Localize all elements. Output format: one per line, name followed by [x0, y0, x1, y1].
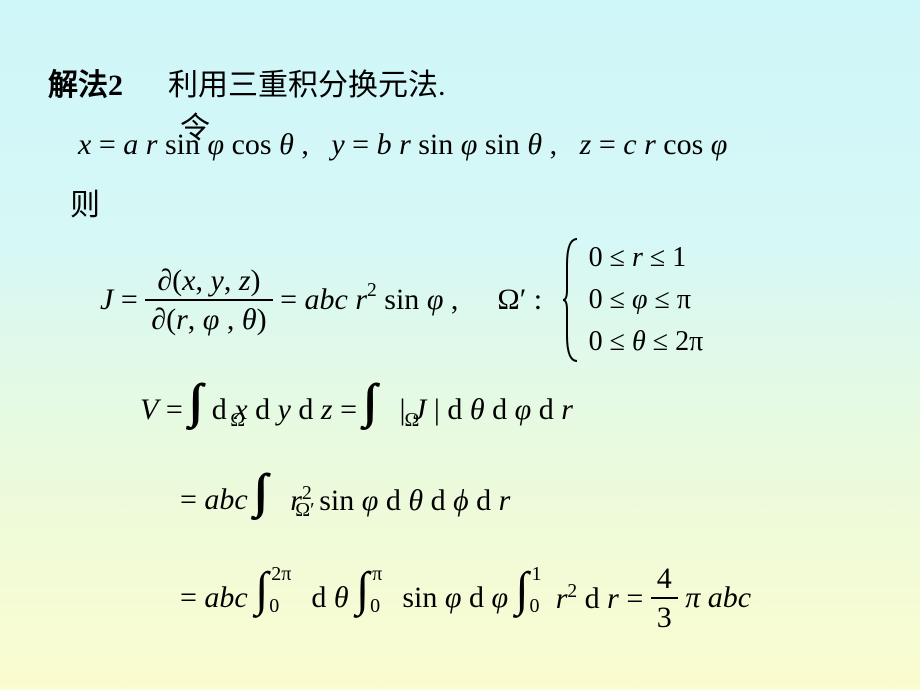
- sub-omega-prime: Ω′: [405, 410, 424, 430]
- transform-equations: x = a r sin φ cos θ , y = b r sin φ sin …: [78, 128, 727, 162]
- fraction-4-3: 4 3: [651, 562, 678, 634]
- int-upper: 2π: [271, 564, 291, 584]
- exp-2: 2: [367, 280, 377, 301]
- cond-phi: 0 ≤ φ ≤ π: [589, 279, 704, 321]
- exp-2: 2: [567, 581, 577, 602]
- jacobian-fraction: ∂(x, y, z) ∂(r, φ , θ): [145, 264, 272, 336]
- jacobian: J = ∂(x, y, z) ∂(r, φ , θ) = abc r2 sin …: [100, 235, 703, 365]
- numerator: 4: [651, 562, 678, 599]
- eq-z: z = c r cos φ: [580, 128, 728, 161]
- domain-conditions: 0 ≤ r ≤ 1 0 ≤ φ ≤ π 0 ≤ θ ≤ 2π: [589, 237, 704, 363]
- int-upper: π: [372, 564, 382, 584]
- brace-icon: [561, 235, 581, 365]
- int-lower: 0: [530, 596, 540, 616]
- label-ze: 则: [70, 180, 100, 224]
- int-lower: 0: [370, 596, 380, 616]
- integral-icon: ∫2π0: [255, 566, 268, 614]
- int-upper: 1: [532, 564, 542, 584]
- int-lower: 0: [269, 596, 279, 616]
- sub-omega: Ω: [230, 410, 245, 430]
- j-symbol: J: [100, 283, 113, 316]
- cond-theta: 0 ≤ θ ≤ 2π: [589, 321, 704, 363]
- heading: 解法2 利用三重积分换元法.: [48, 60, 446, 104]
- volume-eq-2: = abc ∫∫∫Ω′ r2 sin φ d θ d ϕ d r: [180, 468, 510, 518]
- method-label: 解法2: [48, 69, 123, 102]
- eq-y: y = b r sin φ sin θ ,: [331, 128, 572, 161]
- denominator: 3: [651, 599, 678, 634]
- volume-eq-1: V = ∫∫∫Ω d x d y d z = ∫∫∫Ω′ | J | d θ d…: [140, 378, 573, 427]
- volume-eq-3: = abc ∫2π0 d θ ∫π0 sin φ d φ ∫10 r2 d r …: [180, 562, 751, 634]
- sub-omega-prime: Ω′: [295, 500, 314, 520]
- integral-icon: ∫π0: [356, 566, 369, 614]
- integral-icon: ∫10: [516, 566, 529, 614]
- method-desc: 利用三重积分换元法.: [168, 69, 446, 102]
- omega-label: Ω′ :: [497, 283, 542, 316]
- cond-r: 0 ≤ r ≤ 1: [589, 237, 704, 279]
- eq-x: x = a r sin φ cos θ ,: [78, 128, 324, 161]
